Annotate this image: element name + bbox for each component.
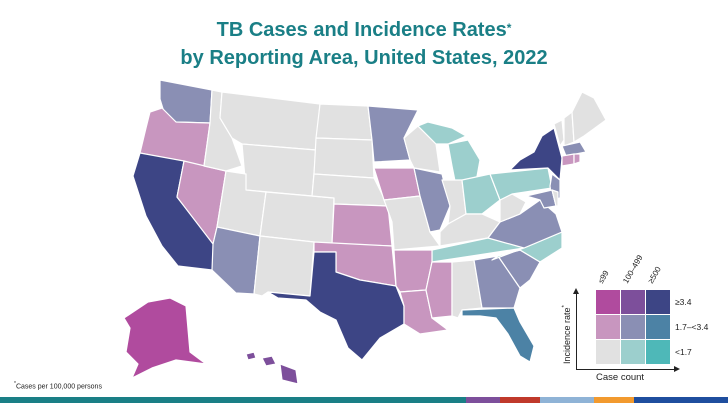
state-arizona[interactable]: [211, 226, 261, 295]
state-montana[interactable]: [219, 91, 321, 151]
state-florida[interactable]: [461, 307, 535, 363]
legend-x-axis-label: Case count: [596, 372, 645, 383]
state-illinois[interactable]: [413, 167, 451, 233]
legend-row-label: <1.7: [675, 347, 692, 357]
legend-cell: [646, 340, 670, 364]
legend-y-arrow: [573, 288, 579, 370]
legend-cell: [596, 315, 620, 339]
legend-cell: [646, 290, 670, 314]
state-rhode-island[interactable]: [573, 153, 581, 165]
page-title-line2: by Reporting Area, United States, 2022: [180, 47, 548, 69]
map-legend: Incidence rate* Case count ≤99 100–499 ≥50…: [562, 254, 728, 387]
footnote: *Cases per 100,000 persons: [14, 381, 102, 391]
state-arkansas[interactable]: [393, 249, 433, 293]
state-michigan-upper[interactable]: [417, 121, 467, 145]
legend-y-axis-label: Incidence rate*: [562, 305, 572, 364]
bottom-bar-segment: [500, 397, 540, 403]
bottom-bar-segment: [540, 397, 594, 403]
page-title-line1: TB Cases and Incidence Rates*: [0, 17, 728, 43]
bottom-bar-segment: [0, 397, 466, 403]
state-delaware[interactable]: [551, 189, 559, 207]
state-georgia[interactable]: [473, 255, 521, 309]
legend-cell: [621, 340, 645, 364]
state-south-dakota[interactable]: [313, 137, 375, 179]
bottom-bar-segment: [466, 397, 500, 403]
title-asterisk: *: [506, 21, 512, 35]
bottom-bar-segment: [634, 397, 728, 403]
title-text: TB Cases and Incidence Rates: [216, 19, 507, 41]
state-new-york[interactable]: [509, 127, 563, 181]
state-hawaii[interactable]: [245, 351, 299, 385]
bottom-color-bar: [0, 397, 728, 403]
state-mississippi[interactable]: [425, 261, 453, 319]
state-connecticut[interactable]: [561, 153, 575, 167]
state-texas[interactable]: [267, 251, 405, 361]
legend-column-label: ≤99: [596, 268, 611, 285]
state-ohio[interactable]: [461, 173, 501, 215]
legend-cell: [596, 290, 620, 314]
legend-cell: [621, 315, 645, 339]
state-maryland[interactable]: [525, 189, 557, 209]
legend-cell: [596, 340, 620, 364]
state-colorado[interactable]: [259, 191, 335, 245]
state-maine[interactable]: [571, 91, 607, 143]
legend-row-label: ≥3.4: [675, 297, 692, 307]
state-new-mexico[interactable]: [253, 235, 315, 297]
legend-column-label: ≥500: [646, 265, 663, 285]
state-alaska[interactable]: [123, 297, 207, 379]
legend-row-label: 1.7–<3.4: [675, 322, 709, 332]
legend-x-arrow: [576, 366, 680, 372]
bottom-bar-segment: [594, 397, 634, 403]
state-north-dakota[interactable]: [315, 103, 373, 141]
legend-cell: [621, 290, 645, 314]
state-virginia[interactable]: [487, 199, 563, 249]
state-kentucky[interactable]: [439, 213, 501, 247]
legend-cell: [646, 315, 670, 339]
state-massachusetts[interactable]: [561, 141, 587, 157]
state-kansas[interactable]: [331, 203, 393, 247]
state-wyoming[interactable]: [241, 143, 317, 197]
